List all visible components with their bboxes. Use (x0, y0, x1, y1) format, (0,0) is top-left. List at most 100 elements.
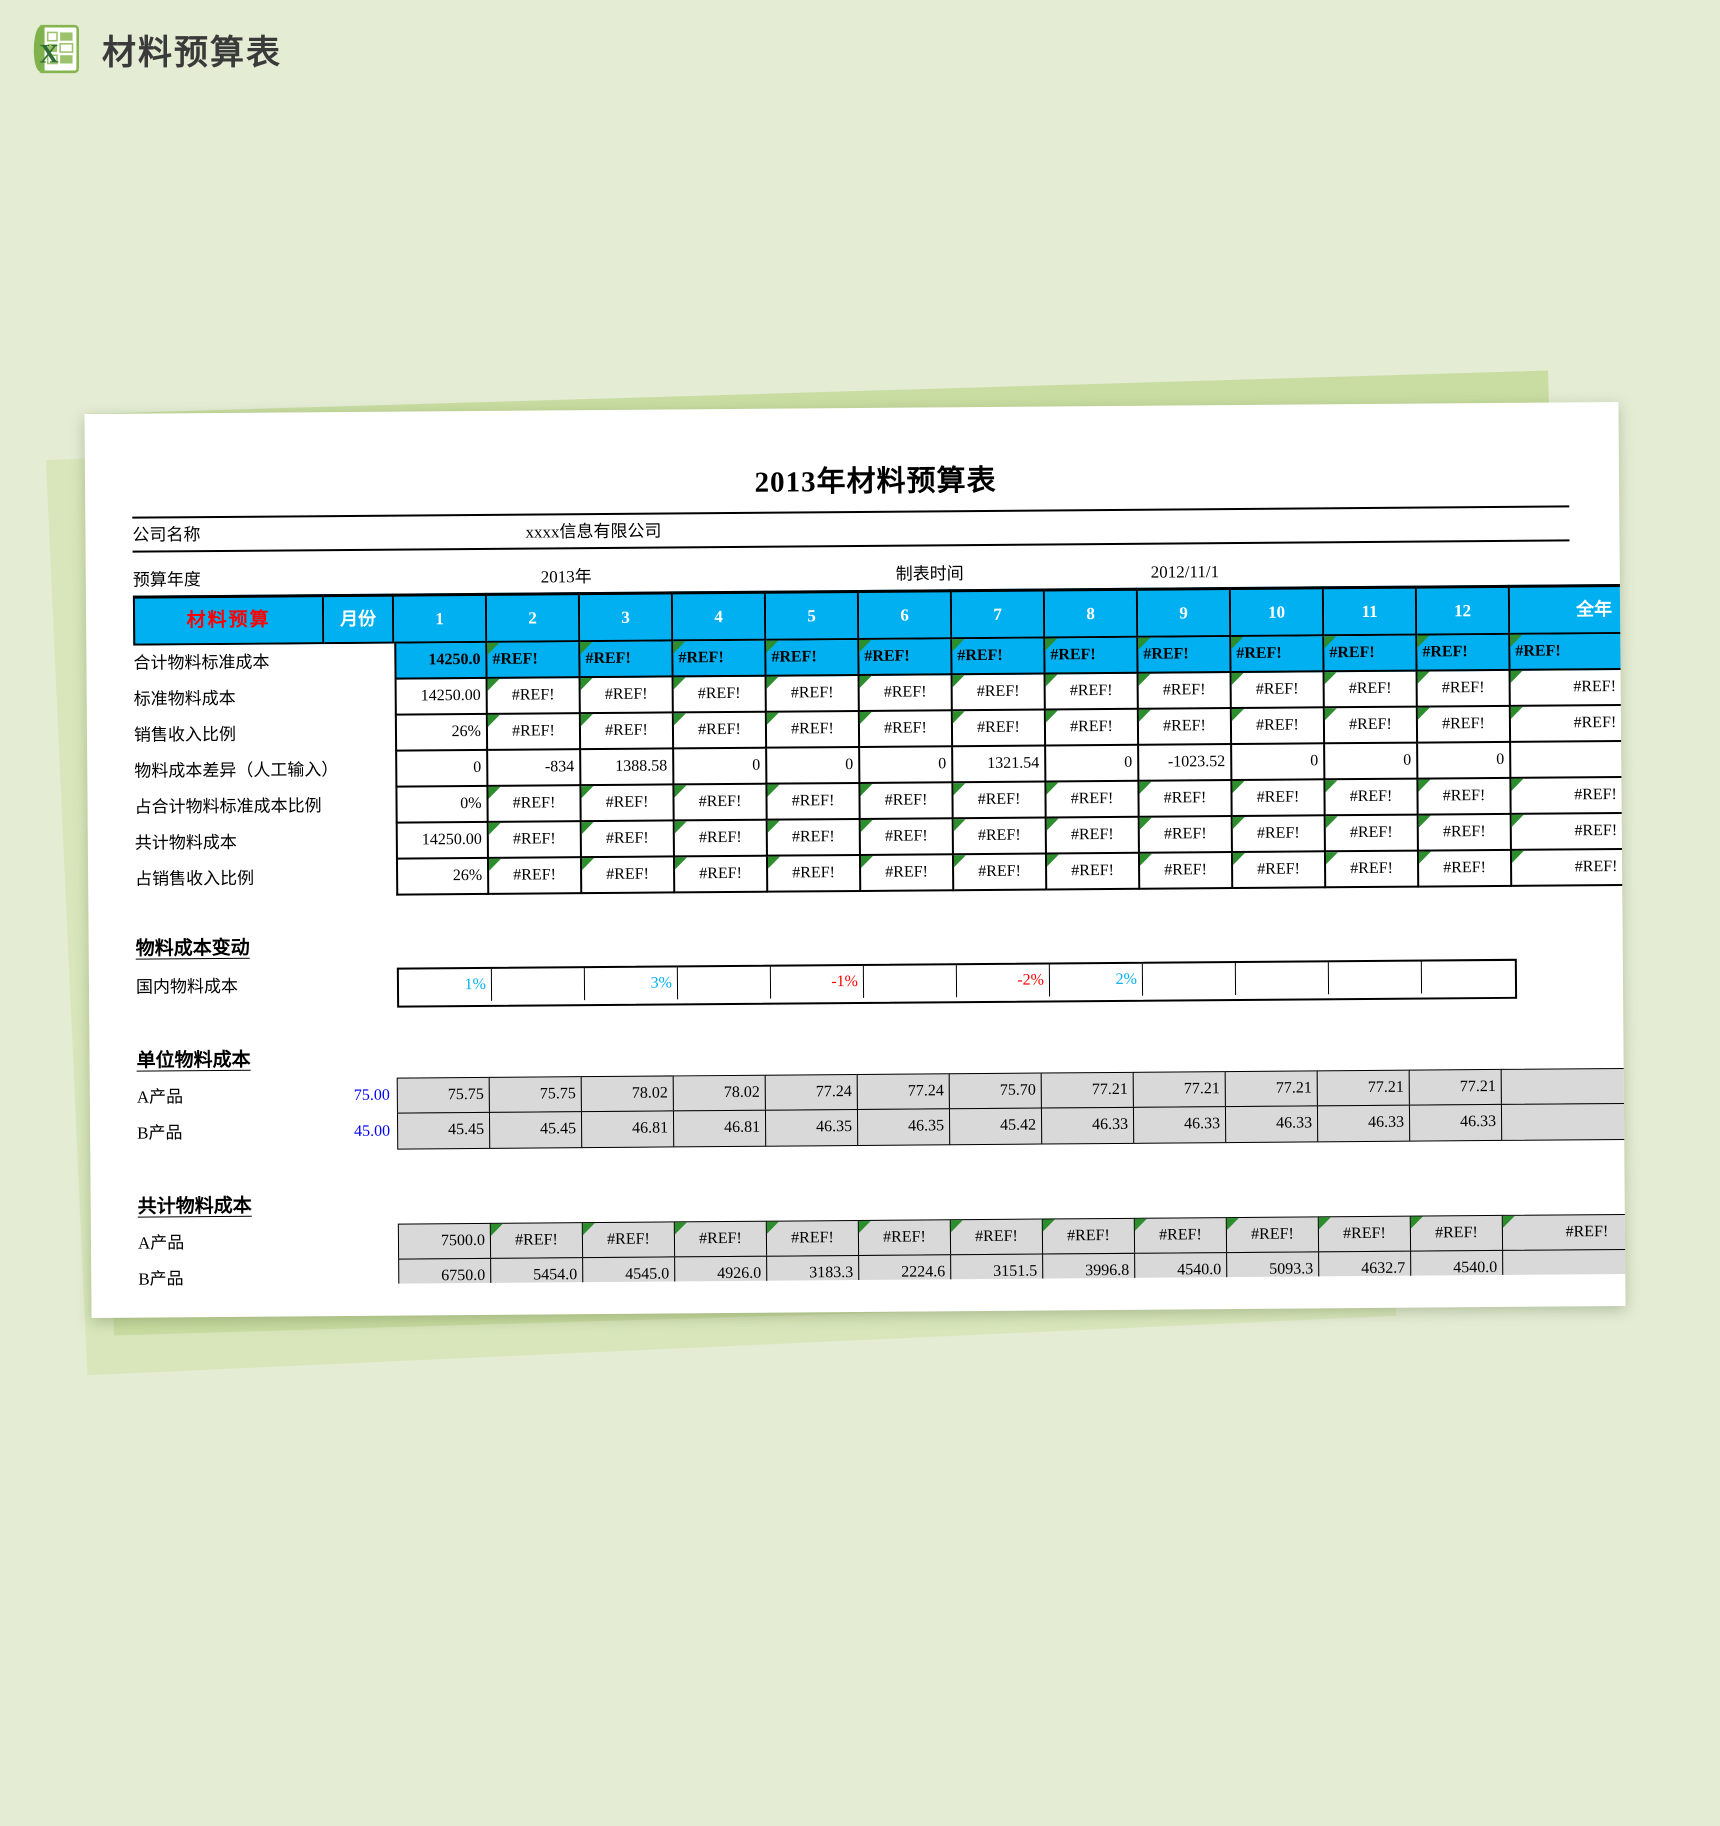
data-cell[interactable]: 1% (398, 968, 493, 1002)
annual-data-cell[interactable]: #REF! (1510, 633, 1626, 671)
data-cell[interactable]: 78.02 (672, 1074, 766, 1112)
data-cell[interactable]: 46.81 (580, 1110, 675, 1149)
data-cell[interactable]: 3% (584, 967, 679, 1001)
row-label-cell[interactable]: 占销售收入比例 (134, 859, 397, 898)
data-cell[interactable]: 0 (674, 748, 768, 786)
data-cell[interactable]: #REF! (488, 822, 582, 859)
data-cell[interactable]: #REF! (1041, 1217, 1136, 1255)
lead-value-cell[interactable]: 75.00 (353, 1086, 390, 1104)
data-cell[interactable]: #REF! (767, 819, 861, 857)
month-header-cell[interactable]: 1 (393, 592, 488, 644)
data-cell[interactable]: 4540.0 (1134, 1252, 1228, 1287)
data-cell[interactable]: 77.21 (1224, 1070, 1318, 1108)
data-cell[interactable]: #REF! (1046, 853, 1141, 891)
data-cell[interactable]: #REF! (857, 1219, 952, 1256)
annual-header-cell[interactable]: 全年 (1509, 583, 1626, 635)
data-cell[interactable]: #REF! (952, 710, 1047, 748)
data-cell[interactable]: 46.33 (1224, 1105, 1319, 1144)
data-cell[interactable]: #REF! (1325, 815, 1419, 853)
data-cell[interactable]: -1023.52 (1139, 745, 1233, 782)
annual-data-cell[interactable]: #REF! (1510, 669, 1626, 707)
data-cell[interactable]: 0 (395, 750, 489, 788)
data-cell[interactable]: #REF! (673, 640, 767, 678)
data-cell[interactable]: #REF! (859, 711, 954, 748)
data-cell[interactable] (677, 966, 772, 1000)
data-cell[interactable]: #REF! (1417, 670, 1511, 708)
data-cell[interactable]: #REF! (767, 855, 862, 893)
data-cell[interactable] (1235, 962, 1330, 996)
data-cell[interactable]: #REF! (487, 678, 581, 715)
data-cell[interactable]: #REF! (488, 858, 583, 895)
data-cell[interactable]: 45.45 (488, 1111, 583, 1149)
lead-value-cell[interactable] (321, 1224, 399, 1261)
data-cell[interactable]: 46.81 (672, 1109, 767, 1148)
data-cell[interactable]: 46.33 (1040, 1106, 1135, 1145)
annual-data-cell[interactable]: #REF! (1511, 813, 1626, 851)
lead-value-cell[interactable]: 45.00 (354, 1122, 391, 1140)
data-cell[interactable]: 0% (395, 786, 489, 824)
data-cell[interactable]: #REF! (488, 786, 582, 823)
data-cell[interactable]: 77.24 (856, 1073, 950, 1110)
annual-data-cell[interactable]: #REF! (1511, 777, 1626, 815)
data-cell[interactable]: #REF! (1045, 637, 1139, 675)
data-cell[interactable]: #REF! (1232, 852, 1327, 890)
data-cell[interactable]: 46.35 (764, 1108, 859, 1147)
data-cell[interactable]: #REF! (1225, 1216, 1320, 1254)
annual-data-cell[interactable]: #REF! (1501, 1213, 1626, 1251)
annual-data-cell[interactable] (1500, 1067, 1626, 1105)
data-cell[interactable]: #REF! (1231, 672, 1325, 710)
data-cell[interactable]: #REF! (581, 857, 676, 895)
data-cell[interactable]: 3996.8 (1042, 1252, 1136, 1287)
data-cell[interactable]: 46.33 (1132, 1106, 1227, 1144)
data-cell[interactable]: 4926.0 (674, 1255, 768, 1287)
month-header-cell[interactable]: 10 (1230, 586, 1325, 638)
data-cell[interactable]: #REF! (1324, 635, 1418, 673)
month-header-cell[interactable]: 6 (858, 589, 953, 640)
data-cell[interactable]: 0 (1046, 745, 1140, 783)
data-cell[interactable]: #REF! (953, 854, 1048, 892)
budget-year-value[interactable]: 2013年 (540, 567, 592, 587)
data-cell[interactable]: #REF! (1139, 817, 1233, 854)
data-cell[interactable]: #REF! (1317, 1215, 1412, 1253)
data-cell[interactable]: #REF! (1409, 1214, 1504, 1252)
data-cell[interactable]: -2% (956, 964, 1051, 998)
data-cell[interactable]: #REF! (1138, 637, 1232, 674)
data-cell[interactable]: #REF! (1046, 817, 1140, 855)
data-cell[interactable]: 75.75 (396, 1076, 490, 1114)
data-cell[interactable]: #REF! (766, 711, 861, 749)
month-header-cell[interactable]: 3 (579, 591, 674, 643)
annual-data-cell[interactable]: #REF! (1510, 705, 1626, 743)
data-cell[interactable]: #REF! (953, 782, 1047, 820)
data-cell[interactable]: #REF! (1231, 708, 1326, 746)
data-cell[interactable]: 26% (395, 858, 490, 896)
data-cell[interactable]: #REF! (1418, 778, 1512, 816)
data-cell[interactable]: 14250.00 (395, 822, 489, 860)
data-cell[interactable]: 75.75 (488, 1076, 582, 1113)
month-header-cell[interactable]: 2 (486, 592, 581, 643)
data-cell[interactable]: 4632.7 (1318, 1250, 1412, 1287)
data-cell[interactable]: 0 (1232, 744, 1326, 782)
month-header-cell[interactable]: 7 (951, 588, 1046, 640)
data-cell[interactable]: 1388.58 (581, 749, 675, 787)
data-cell[interactable]: #REF! (673, 712, 768, 750)
data-cell[interactable]: 6750.0 (398, 1257, 492, 1287)
data-cell[interactable]: #REF! (1045, 673, 1139, 711)
data-cell[interactable]: #REF! (1138, 673, 1232, 710)
data-cell[interactable]: #REF! (1324, 707, 1419, 745)
data-cell[interactable]: #REF! (860, 783, 954, 820)
month-header-cell[interactable]: 9 (1137, 587, 1232, 638)
row-label-cell[interactable]: B产品 (138, 1269, 184, 1287)
data-cell[interactable]: #REF! (1417, 634, 1511, 672)
data-cell[interactable]: #REF! (1139, 781, 1233, 818)
data-cell[interactable]: 77.21 (1408, 1068, 1502, 1106)
data-cell[interactable]: #REF! (1417, 706, 1512, 744)
data-cell[interactable]: #REF! (949, 1218, 1044, 1256)
data-cell[interactable]: #REF! (489, 1222, 584, 1259)
data-cell[interactable]: 26% (394, 714, 489, 752)
data-cell[interactable]: 4545.0 (582, 1256, 676, 1287)
data-cell[interactable]: 46.33 (1408, 1103, 1503, 1142)
data-cell[interactable] (1422, 961, 1515, 994)
row-label-cell[interactable]: 占合计物料标准成本比例 (134, 787, 396, 826)
data-cell[interactable]: 77.21 (1040, 1071, 1134, 1109)
data-cell[interactable]: #REF! (1232, 816, 1326, 854)
